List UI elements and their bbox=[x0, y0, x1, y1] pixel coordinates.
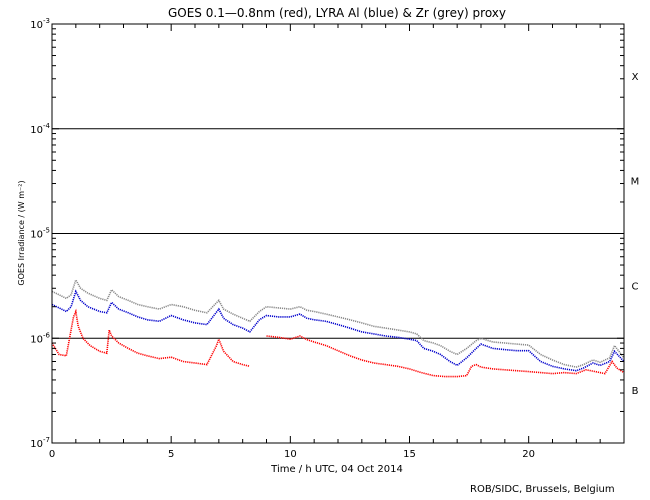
y-tick-exp: -6 bbox=[43, 331, 51, 339]
series-line-2 bbox=[51, 278, 625, 368]
x-tick-label: 5 bbox=[168, 449, 174, 460]
y-tick-exp: -3 bbox=[43, 17, 50, 25]
flare-class-m: M bbox=[631, 177, 640, 188]
chart-title: GOES 0.1—0.8nm (red), LYRA Al (blue) & Z… bbox=[168, 6, 506, 20]
flare-class-labels: B C M X bbox=[631, 72, 640, 397]
x-tick-label: 10 bbox=[284, 449, 297, 460]
flare-class-x: X bbox=[632, 72, 639, 83]
y-tick-label: 10-4 bbox=[30, 122, 50, 136]
flare-class-lines bbox=[52, 128, 624, 339]
y-tick-label: 10-3 bbox=[30, 17, 50, 31]
x-axis: 0 5 10 15 20 bbox=[49, 24, 625, 460]
y-tick-base: 10 bbox=[30, 125, 43, 136]
flare-class-b: B bbox=[632, 386, 639, 397]
y-axis-label: GOES Irradiance / (W m⁻²) bbox=[17, 180, 26, 285]
series-line-0 bbox=[51, 308, 625, 378]
x-tick-label: 15 bbox=[403, 449, 416, 460]
y-tick-exp: -7 bbox=[43, 436, 50, 444]
y-tick-base: 10 bbox=[30, 230, 43, 241]
y-tick-exp: -4 bbox=[43, 122, 51, 130]
y-axis: 10-710-610-510-410-3 bbox=[30, 17, 624, 450]
y-tick-base: 10 bbox=[30, 439, 43, 450]
x-tick-label: 20 bbox=[522, 449, 535, 460]
y-tick-label: 10-6 bbox=[30, 331, 50, 345]
series-layer bbox=[51, 278, 625, 378]
y-tick-base: 10 bbox=[30, 20, 43, 31]
flare-class-c: C bbox=[632, 281, 639, 292]
y-tick-label: 10-7 bbox=[30, 436, 50, 450]
y-tick-exp: -5 bbox=[43, 227, 50, 235]
credit-text: ROB/SIDC, Brussels, Belgium bbox=[470, 484, 615, 495]
x-tick-label: 0 bbox=[49, 449, 55, 460]
y-tick-base: 10 bbox=[30, 334, 43, 345]
series-line-1 bbox=[51, 289, 625, 372]
y-tick-label: 10-5 bbox=[30, 227, 50, 241]
x-axis-label: Time / h UTC, 04 Oct 2014 bbox=[270, 464, 403, 475]
